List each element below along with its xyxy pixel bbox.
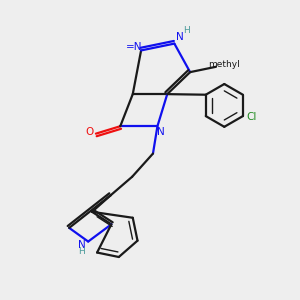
Text: H: H [183,26,190,35]
Text: N: N [157,127,165,136]
Text: methyl: methyl [208,60,240,69]
Text: N: N [176,32,184,42]
Text: O: O [85,127,94,137]
Text: N: N [78,240,86,250]
Text: Cl: Cl [246,112,256,122]
Text: H: H [78,248,85,256]
Text: =N: =N [126,43,143,52]
